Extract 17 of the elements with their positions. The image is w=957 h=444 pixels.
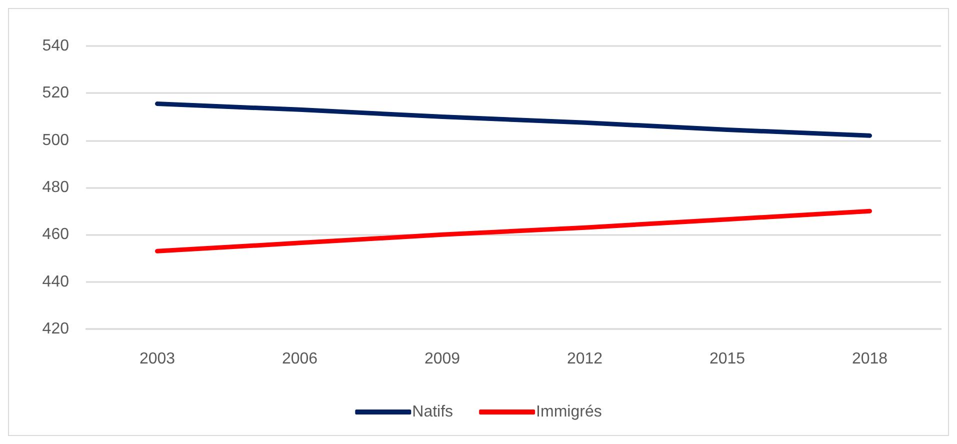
legend-label: Natifs bbox=[412, 404, 454, 420]
x-tick-label: 2015 bbox=[709, 350, 746, 368]
y-tick-label: 500 bbox=[42, 132, 70, 149]
x-tick-label: 2012 bbox=[566, 350, 603, 368]
y-tick-label: 420 bbox=[42, 320, 70, 338]
line-series bbox=[155, 102, 872, 138]
x-tick-label: 2003 bbox=[139, 350, 176, 368]
y-tick-label: 480 bbox=[42, 179, 70, 196]
y-tick-label: 520 bbox=[42, 84, 70, 102]
y-tick-label: 440 bbox=[42, 273, 70, 290]
x-tick-label: 2018 bbox=[852, 350, 888, 368]
y-tick-label: 460 bbox=[42, 226, 70, 244]
y-tick-label: 540 bbox=[42, 38, 70, 54]
line-series bbox=[155, 208, 872, 254]
legend-label: Immigrés bbox=[536, 404, 602, 420]
x-tick-label: 2009 bbox=[424, 350, 460, 368]
x-tick-label: 2006 bbox=[282, 350, 318, 368]
